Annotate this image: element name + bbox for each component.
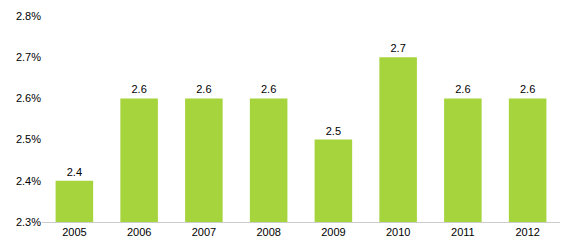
- svg-text:2.6: 2.6: [455, 83, 470, 95]
- svg-text:2.3%: 2.3%: [16, 216, 41, 228]
- svg-text:2.5: 2.5: [326, 125, 341, 137]
- svg-text:2.7%: 2.7%: [16, 51, 41, 63]
- svg-text:2.6: 2.6: [520, 83, 535, 95]
- svg-text:2007: 2007: [192, 226, 216, 238]
- svg-text:2.4%: 2.4%: [16, 175, 41, 187]
- svg-text:2.6%: 2.6%: [16, 92, 41, 104]
- svg-text:2.6: 2.6: [131, 83, 146, 95]
- svg-text:2.4: 2.4: [67, 166, 82, 178]
- svg-text:2011: 2011: [451, 226, 475, 238]
- svg-text:2.5%: 2.5%: [16, 133, 41, 145]
- svg-text:2.7: 2.7: [390, 42, 405, 54]
- svg-text:2.6: 2.6: [196, 83, 211, 95]
- svg-text:2006: 2006: [127, 226, 151, 238]
- svg-text:2009: 2009: [321, 226, 345, 238]
- svg-text:2010: 2010: [386, 226, 410, 238]
- svg-text:2.6: 2.6: [261, 83, 276, 95]
- svg-text:2008: 2008: [256, 226, 280, 238]
- svg-text:2.8%: 2.8%: [16, 10, 41, 22]
- svg-text:2012: 2012: [515, 226, 539, 238]
- svg-text:2005: 2005: [62, 226, 86, 238]
